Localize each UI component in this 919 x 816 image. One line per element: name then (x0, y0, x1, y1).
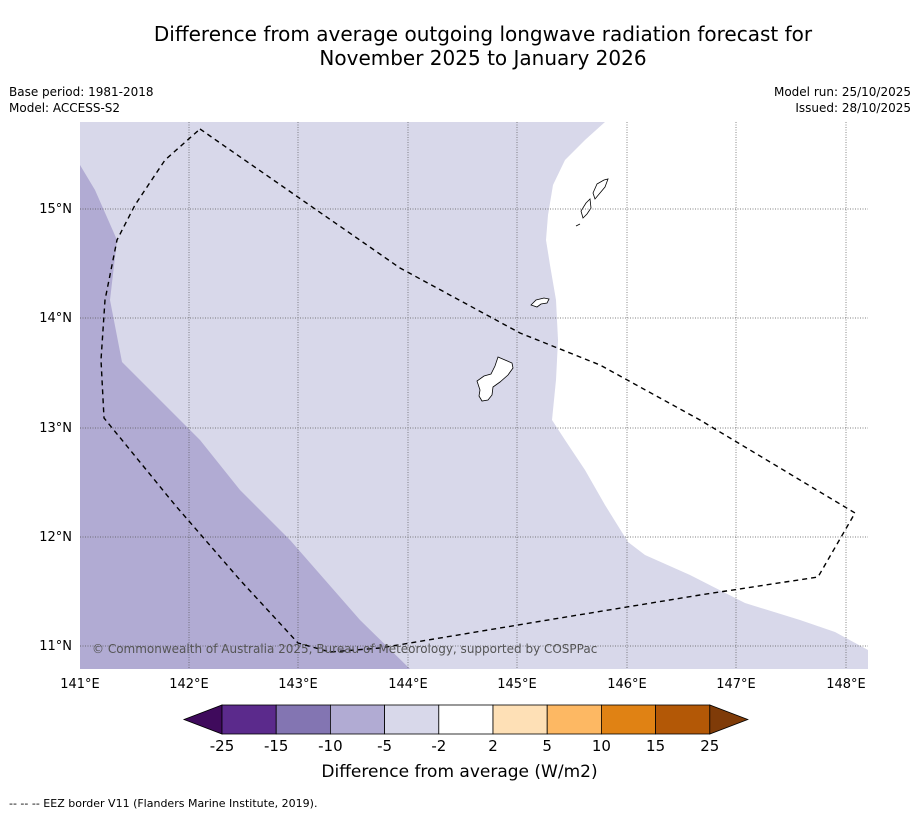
colorbar-tick-label: 25 (700, 737, 719, 755)
island-saipan (592, 178, 609, 200)
colorbar-tick-label: -2 (431, 737, 446, 755)
colorbar-tick-label: 2 (488, 737, 498, 755)
lat-tick: 13°N (39, 421, 72, 436)
footnote-eez: -- -- -- EEZ border V11 (Flanders Marine… (9, 797, 318, 810)
base-period: Base period: 1981-2018 (9, 85, 154, 99)
colorbar-swatch (546, 704, 602, 735)
colorbar-extend-high (709, 704, 749, 735)
anomaly-zone-minus5-to-minus10 (80, 165, 410, 669)
lat-tick: 15°N (39, 202, 72, 217)
island-rota (530, 297, 550, 308)
lat-tick: 11°N (39, 639, 72, 654)
colorbar-swatch (492, 704, 548, 735)
model-name: Model: ACCESS-S2 (9, 101, 121, 115)
run-info: Model run: 25/10/2025 Issued: 28/10/2025 (774, 84, 911, 116)
title-line-2: November 2025 to January 2026 (319, 46, 647, 70)
colorbar-tick-label: 15 (646, 737, 665, 755)
model-run: Model run: 25/10/2025 (773, 85, 911, 99)
lon-tick: 148°E (826, 677, 866, 692)
map-area: © Commonwealth of Australia 2025, Bureau… (80, 122, 868, 669)
colorbar-swatch (655, 704, 711, 735)
colorbar-tick-label: 5 (542, 737, 552, 755)
lon-tick: 144°E (388, 677, 428, 692)
model-info: Base period: 1981-2018 Model: ACCESS-S2 (9, 84, 154, 116)
colorbar-tick-label: -5 (377, 737, 392, 755)
lon-axis: 141°E 142°E 143°E 144°E 145°E 146°E 147°… (60, 677, 866, 692)
island-aguijan (575, 223, 581, 227)
colorbar-swatch (601, 704, 657, 735)
colorbar-swatch (221, 704, 277, 735)
map-title: Difference from average outgoing longwav… (0, 22, 919, 70)
title-line-1: Difference from average outgoing longwav… (153, 22, 813, 46)
colorbar-tick-label: -10 (318, 737, 343, 755)
lon-tick: 143°E (278, 677, 318, 692)
lon-tick: 146°E (607, 677, 647, 692)
island-tinian (580, 198, 592, 219)
lon-tick: 147°E (716, 677, 756, 692)
colorbar-tick-label: 10 (592, 737, 611, 755)
lat-axis: 15°N 14°N 13°N 12°N 11°N (39, 202, 72, 654)
eez-border (100, 128, 856, 653)
gridlines (80, 122, 868, 669)
colorbar-tick-label: -25 (210, 737, 235, 755)
copyright-notice: © Commonwealth of Australia 2025, Bureau… (92, 642, 597, 656)
lon-tick: 141°E (60, 677, 100, 692)
colorbar-swatch (384, 704, 440, 735)
colorbar: -25 -15 -10 -5 -2 2 5 10 15 25 (182, 704, 749, 755)
colorbar-title: Difference from average (W/m2) (321, 762, 598, 782)
island-guam (476, 356, 514, 402)
colorbar-extend-low (182, 704, 223, 735)
colorbar-swatch (438, 704, 494, 735)
lon-tick: 142°E (169, 677, 209, 692)
issued-date: Issued: 28/10/2025 (795, 101, 911, 115)
colorbar-tick-label: -15 (264, 737, 289, 755)
lat-tick: 14°N (39, 311, 72, 326)
lat-tick: 12°N (39, 530, 72, 545)
colorbar-swatch (329, 704, 385, 735)
colorbar-swatch (275, 704, 331, 735)
lon-tick: 145°E (497, 677, 537, 692)
